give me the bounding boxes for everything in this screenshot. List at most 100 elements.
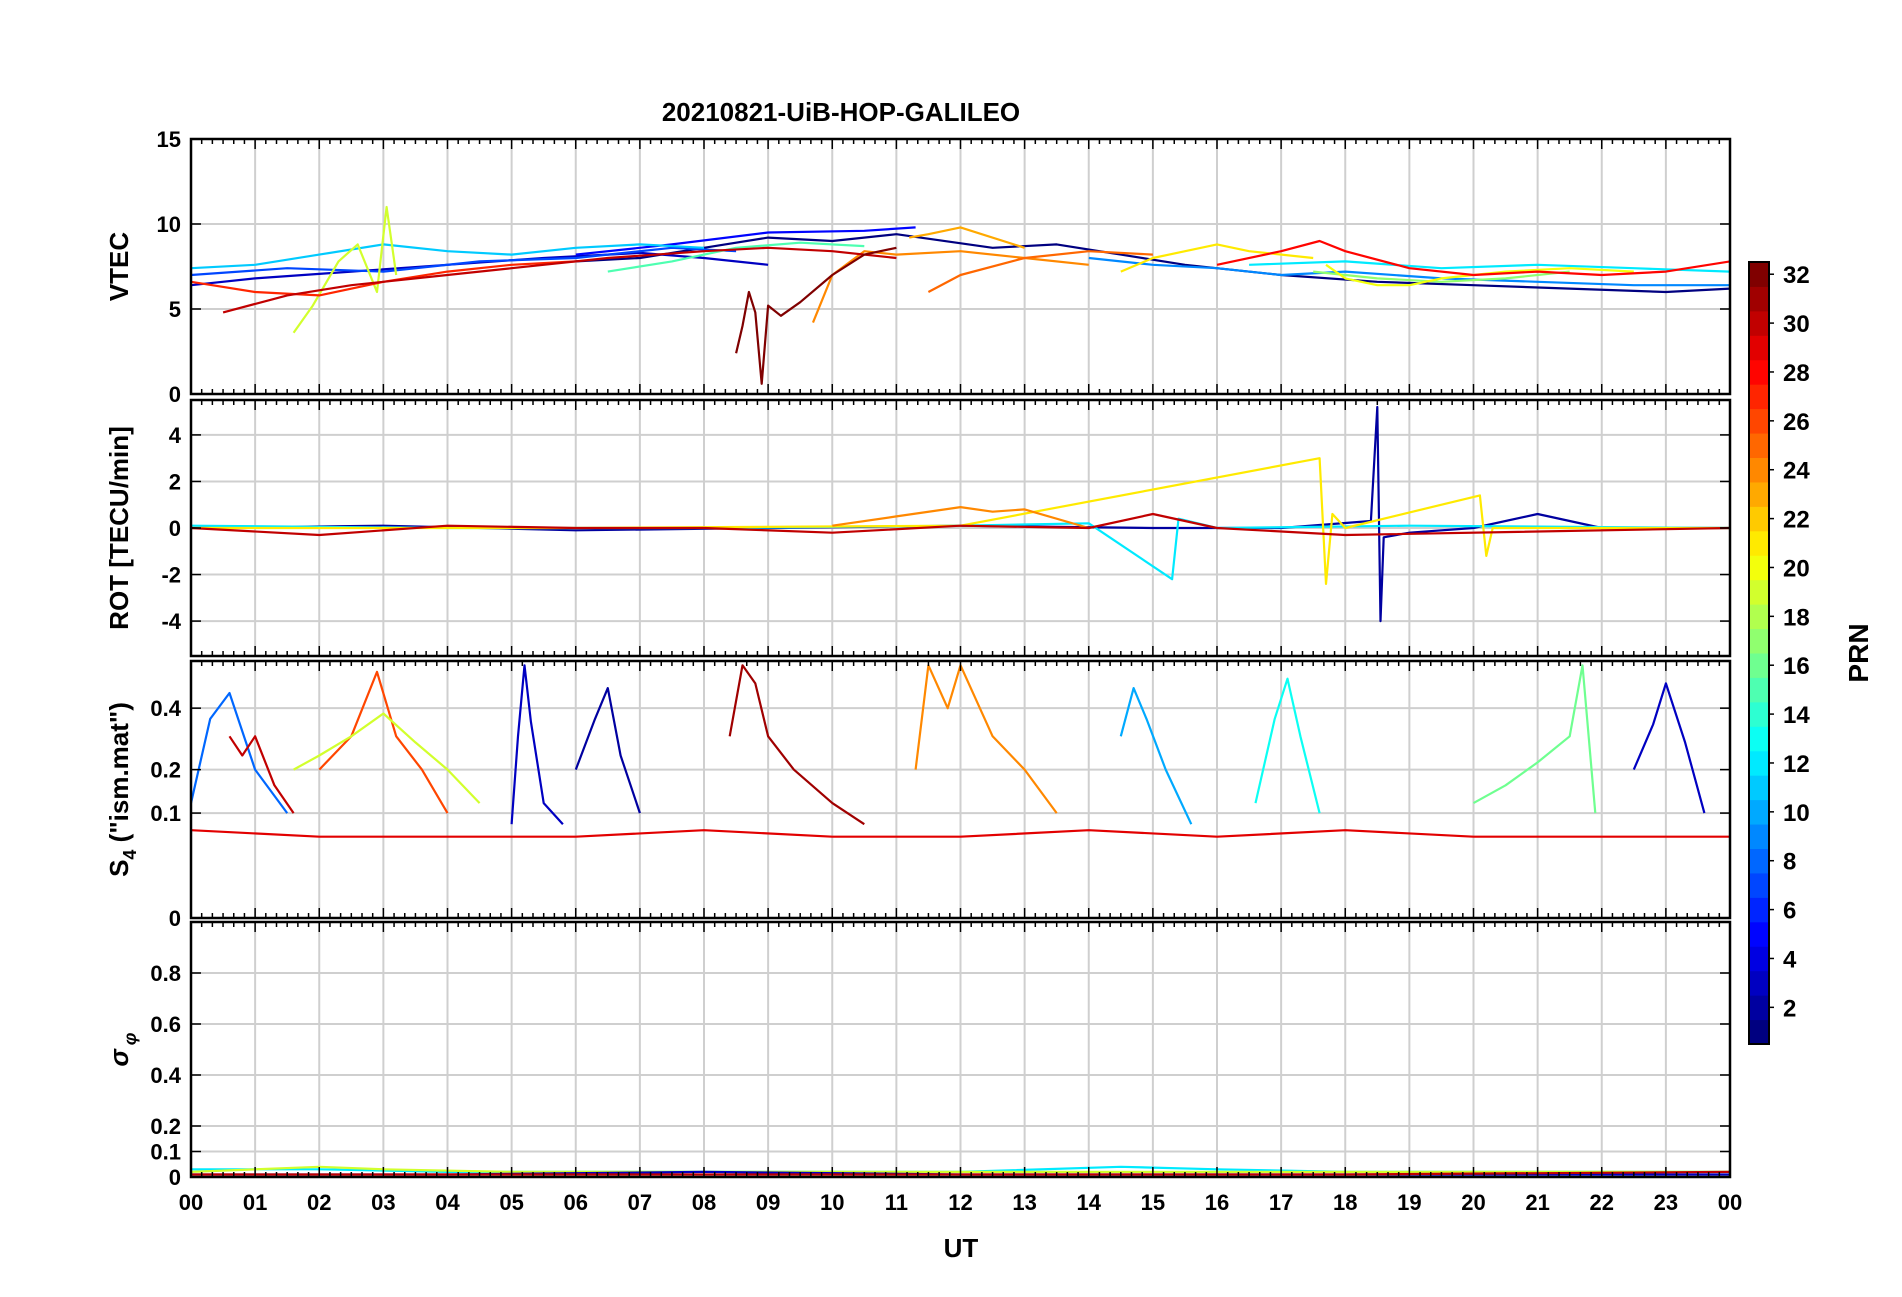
colorbar-tick-label: 20 <box>1783 555 1810 582</box>
series-line-prn-11 <box>191 243 705 270</box>
colorbar-tick-label: 26 <box>1783 409 1810 436</box>
colorbar-tick-label: 30 <box>1783 311 1810 338</box>
x-tick-label: 21 <box>1525 1190 1549 1215</box>
series-line-prn-25 <box>927 250 1153 293</box>
y-tick-label: 0.1 <box>150 801 181 826</box>
x-tick-label: 17 <box>1269 1190 1293 1215</box>
colorbar-segment <box>1749 506 1769 532</box>
colorbar-tick-label: 16 <box>1783 653 1810 680</box>
x-tick-label: 13 <box>1012 1190 1036 1215</box>
colorbar-segment <box>1749 677 1769 703</box>
colorbar-segment <box>1749 946 1769 972</box>
colorbar-tick-label: 10 <box>1783 800 1810 827</box>
colorbar-segment <box>1749 970 1769 996</box>
colorbar-segment <box>1749 384 1769 410</box>
x-tick-label: 02 <box>307 1190 331 1215</box>
x-tick-label: 18 <box>1333 1190 1357 1215</box>
y-tick-label: 2 <box>169 469 181 494</box>
y-label-main: σ <box>104 1047 134 1066</box>
axes-box <box>189 137 1732 396</box>
x-tick-label: 22 <box>1590 1190 1614 1215</box>
series-line-prn-28 <box>1216 239 1730 277</box>
y-tick-label: 5 <box>169 297 181 322</box>
series-line-prn-13 <box>1254 677 1321 814</box>
series-line-prn-1 <box>575 233 1730 294</box>
x-tick-label: 19 <box>1397 1190 1421 1215</box>
colorbar-segment <box>1749 897 1769 923</box>
panel-s4: 0 0.1 0.2 0.4 S4 ("ism.mat") <box>104 659 1732 931</box>
y-tick-label: 0 <box>169 1165 181 1190</box>
colorbar-segment <box>1749 824 1769 849</box>
colorbar-segment <box>1749 750 1769 776</box>
x-tick-label: 03 <box>371 1190 395 1215</box>
series-line-prn-10 <box>1119 686 1193 825</box>
y-axis-label-s4: S4 ("ism.mat") <box>104 702 140 877</box>
y-tick-label: 0 <box>169 382 181 407</box>
x-tick-label: 01 <box>243 1190 267 1215</box>
series-line-prn-12 <box>1249 260 1730 273</box>
colorbar-label: PRN <box>1843 623 1874 682</box>
y-axis-label-sigma: σφ <box>104 1032 140 1066</box>
series-line-prn-7 <box>191 246 737 277</box>
series-line-prn-8 <box>191 691 289 814</box>
colorbar-segment <box>1749 310 1769 336</box>
series-line-prn-30 <box>222 246 897 314</box>
y-tick-label: 0 <box>169 516 181 541</box>
colorbar-segment <box>1749 457 1769 483</box>
series-group <box>191 205 1730 385</box>
colorbar-segment <box>1749 995 1769 1021</box>
colorbar-frame <box>1748 261 1770 1045</box>
series-line-prn-24 <box>832 506 1090 530</box>
series-line-prn-16 <box>1472 664 1597 814</box>
colorbar-tick-label: 14 <box>1783 702 1810 729</box>
y-axis-label-rot: ROT [TECU/min] <box>104 426 134 630</box>
panel-rot: -4 -2 0 2 4 ROT [TECU/min] <box>104 398 1732 658</box>
y-tick-label: 15 <box>157 127 181 152</box>
series-line-prn-30 <box>191 512 1730 537</box>
colorbar-segment <box>1749 262 1769 287</box>
colorbar-tick-label: 18 <box>1783 604 1810 631</box>
series-group <box>191 664 1730 838</box>
y-axis-label-vtec: VTEC <box>104 232 134 302</box>
y-tick-label: 0.4 <box>150 696 181 721</box>
y-label-sub: φ <box>120 1032 140 1045</box>
series-line-prn-21 <box>191 457 1730 586</box>
y-tick-label: 10 <box>157 212 181 237</box>
y-tick-label: 0.8 <box>150 961 181 986</box>
colorbar-tick-label: 28 <box>1783 360 1810 387</box>
x-tick-label: 08 <box>692 1190 716 1215</box>
colorbar-segment <box>1749 701 1769 727</box>
colorbar-tick-label: 4 <box>1783 946 1797 973</box>
x-tick-label: 14 <box>1077 1190 1102 1215</box>
colorbar-segment <box>1749 433 1769 458</box>
colorbar-segment <box>1749 653 1769 678</box>
colorbar-segment <box>1749 799 1769 825</box>
series-line-prn-3 <box>510 664 564 825</box>
colorbar-tick-label: 8 <box>1783 849 1796 876</box>
y-label-sub: 4 <box>120 850 140 860</box>
series-line-prn-31 <box>728 664 865 826</box>
axes-box <box>189 398 1732 658</box>
colorbar-tick-label: 22 <box>1783 507 1810 534</box>
x-tick-label: 06 <box>564 1190 588 1215</box>
series-line-prn-29 <box>191 829 1730 838</box>
colorbar-segment <box>1749 579 1769 605</box>
y-tick-label: 0.2 <box>150 758 181 783</box>
x-tick-label: 00 <box>179 1190 203 1215</box>
series-line-prn-15 <box>607 241 865 273</box>
series-line-prn-17 <box>1313 270 1570 283</box>
colorbar-segment <box>1749 628 1769 654</box>
colorbar-segment <box>1749 872 1769 898</box>
y-tick-label: -2 <box>161 563 181 588</box>
colorbar-segment <box>1749 604 1769 630</box>
x-axis-label: UT <box>944 1233 979 1263</box>
y-tick-label: 0 <box>169 906 181 931</box>
y-tick-label: 0.6 <box>150 1012 181 1037</box>
y-tick-label: 4 <box>169 423 182 448</box>
series-line-prn-30 <box>228 735 295 814</box>
colorbar-segment <box>1749 530 1769 556</box>
